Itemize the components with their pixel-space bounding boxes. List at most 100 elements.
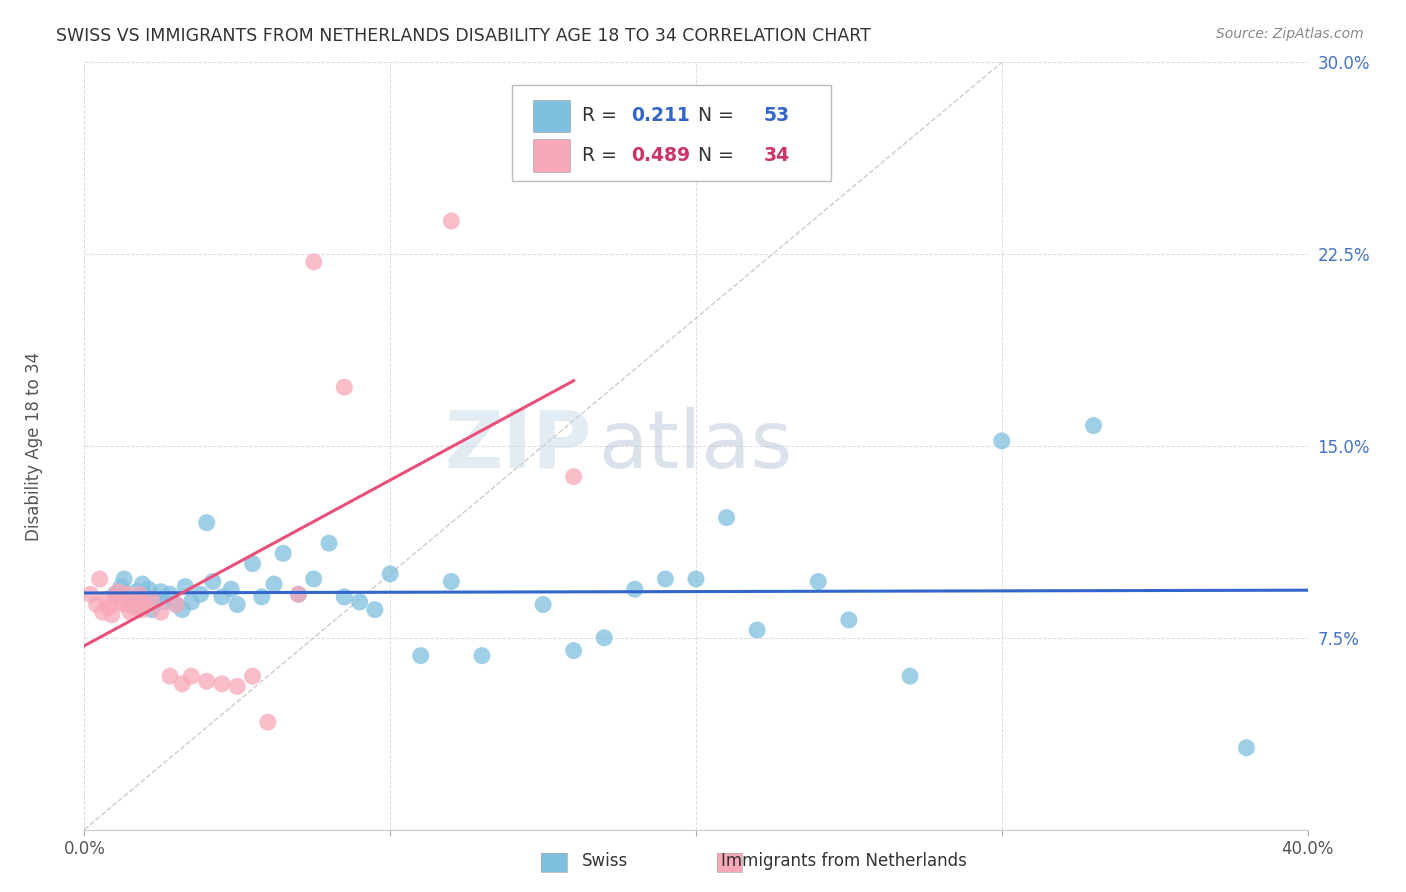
Point bbox=[172, 677, 194, 691]
Text: 53: 53 bbox=[763, 106, 789, 125]
FancyBboxPatch shape bbox=[533, 100, 569, 132]
Point bbox=[211, 677, 233, 691]
Point bbox=[135, 598, 157, 612]
Point bbox=[409, 648, 432, 663]
Point bbox=[190, 587, 212, 601]
Point bbox=[79, 587, 101, 601]
Point bbox=[86, 598, 108, 612]
Point bbox=[364, 602, 387, 616]
Point bbox=[271, 546, 294, 560]
Point bbox=[747, 623, 769, 637]
Point bbox=[226, 598, 249, 612]
Point bbox=[165, 598, 187, 612]
Point bbox=[159, 587, 181, 601]
Point bbox=[149, 584, 172, 599]
Point bbox=[135, 590, 157, 604]
Point bbox=[242, 557, 264, 571]
Point bbox=[110, 595, 132, 609]
Point bbox=[838, 613, 860, 627]
Point bbox=[122, 600, 145, 615]
Point bbox=[104, 587, 127, 601]
Text: R =: R = bbox=[582, 146, 623, 165]
Point bbox=[153, 595, 176, 609]
Point bbox=[138, 582, 160, 597]
Point bbox=[120, 592, 142, 607]
Point bbox=[101, 607, 124, 622]
Point bbox=[125, 592, 148, 607]
Point bbox=[349, 595, 371, 609]
Point bbox=[263, 577, 285, 591]
Point bbox=[107, 584, 129, 599]
Point bbox=[807, 574, 830, 589]
Point bbox=[112, 572, 135, 586]
Point bbox=[112, 598, 135, 612]
Point bbox=[226, 679, 249, 693]
Text: Swiss: Swiss bbox=[582, 852, 627, 870]
Point bbox=[593, 631, 616, 645]
Point bbox=[991, 434, 1014, 448]
Text: 0.211: 0.211 bbox=[631, 106, 690, 125]
Text: R =: R = bbox=[582, 106, 623, 125]
Point bbox=[287, 587, 309, 601]
Point bbox=[562, 469, 585, 483]
Point bbox=[141, 592, 163, 607]
Y-axis label: Disability Age 18 to 34: Disability Age 18 to 34 bbox=[25, 351, 42, 541]
Point bbox=[195, 674, 218, 689]
Point bbox=[125, 584, 148, 599]
Point bbox=[287, 587, 309, 601]
Point bbox=[120, 605, 142, 619]
Point bbox=[131, 602, 153, 616]
Point bbox=[128, 587, 150, 601]
Point bbox=[211, 590, 233, 604]
Point bbox=[440, 574, 463, 589]
Point bbox=[143, 592, 166, 607]
Text: Source: ZipAtlas.com: Source: ZipAtlas.com bbox=[1216, 27, 1364, 41]
Point bbox=[333, 380, 356, 394]
Point bbox=[165, 598, 187, 612]
Point bbox=[195, 516, 218, 530]
Text: N =: N = bbox=[686, 146, 740, 165]
Text: atlas: atlas bbox=[598, 407, 793, 485]
Point bbox=[257, 715, 280, 730]
Point bbox=[562, 643, 585, 657]
Point bbox=[172, 602, 194, 616]
Point bbox=[97, 600, 120, 615]
Point bbox=[654, 572, 676, 586]
Text: SWISS VS IMMIGRANTS FROM NETHERLANDS DISABILITY AGE 18 TO 34 CORRELATION CHART: SWISS VS IMMIGRANTS FROM NETHERLANDS DIS… bbox=[56, 27, 872, 45]
Point bbox=[122, 598, 145, 612]
Point bbox=[716, 510, 738, 524]
Point bbox=[219, 582, 242, 597]
Point bbox=[89, 572, 111, 586]
Text: 0.489: 0.489 bbox=[631, 146, 690, 165]
Point bbox=[302, 572, 325, 586]
Point bbox=[180, 595, 202, 609]
Point bbox=[110, 580, 132, 594]
Point bbox=[242, 669, 264, 683]
Point bbox=[115, 587, 138, 601]
Point bbox=[131, 577, 153, 591]
Text: 34: 34 bbox=[763, 146, 789, 165]
Point bbox=[159, 669, 181, 683]
Point bbox=[201, 574, 224, 589]
Point bbox=[180, 669, 202, 683]
Point bbox=[250, 590, 273, 604]
Point bbox=[333, 590, 356, 604]
Point bbox=[174, 580, 197, 594]
Text: ZIP: ZIP bbox=[444, 407, 592, 485]
Text: Immigrants from Netherlands: Immigrants from Netherlands bbox=[721, 852, 966, 870]
Point bbox=[380, 566, 402, 581]
Point bbox=[898, 669, 921, 683]
Point bbox=[149, 605, 172, 619]
Point bbox=[440, 214, 463, 228]
Point bbox=[128, 600, 150, 615]
Point bbox=[685, 572, 707, 586]
Point bbox=[531, 598, 554, 612]
FancyBboxPatch shape bbox=[513, 86, 831, 181]
Point bbox=[318, 536, 340, 550]
Point bbox=[1236, 740, 1258, 755]
Point bbox=[94, 592, 117, 607]
Point bbox=[141, 602, 163, 616]
Point bbox=[624, 582, 647, 597]
Point bbox=[104, 590, 127, 604]
Point bbox=[1083, 418, 1105, 433]
